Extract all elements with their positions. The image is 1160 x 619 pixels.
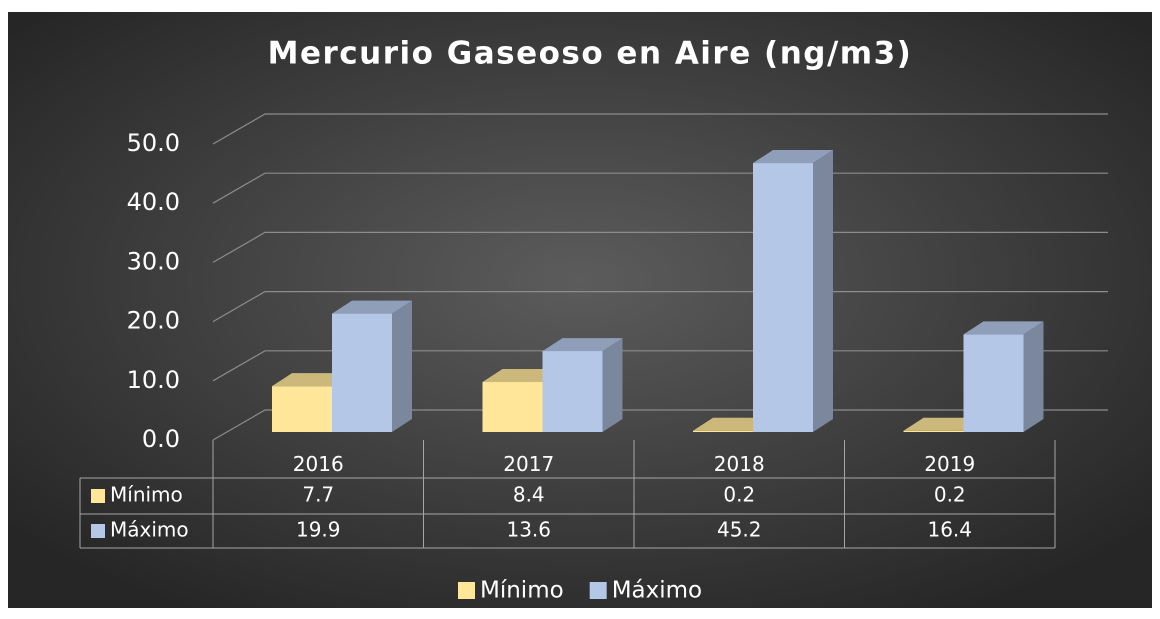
- chart-background: [8, 12, 1152, 608]
- bar-side: [392, 300, 412, 432]
- bar-side: [813, 150, 833, 432]
- y-tick-label: 10.0: [127, 366, 180, 394]
- table-row-label: Mínimo: [110, 483, 183, 507]
- bar: [332, 313, 392, 432]
- bar: [903, 430, 964, 432]
- table-value: 16.4: [927, 518, 972, 542]
- y-tick-label: 0.0: [142, 425, 180, 453]
- legend-key: [589, 582, 607, 599]
- y-tick-label: 50.0: [127, 129, 180, 157]
- bar: [272, 386, 332, 432]
- table-value: 13.6: [506, 518, 551, 542]
- y-tick-label: 40.0: [127, 188, 180, 216]
- chart-title: Mercurio Gaseoso en Aire (ng/m3): [268, 36, 913, 72]
- legend-label: Mínimo: [480, 578, 564, 604]
- bar-top: [332, 300, 412, 314]
- legend-key: [458, 582, 475, 599]
- x-tick-label: 2018: [714, 452, 765, 476]
- bar: [542, 351, 603, 432]
- table-row-label: Máximo: [110, 518, 189, 542]
- legend-label: Máximo: [612, 578, 702, 604]
- x-tick-label: 2017: [503, 452, 554, 476]
- table-legend-key: [91, 489, 105, 503]
- x-tick-label: 2019: [924, 452, 975, 476]
- table-value: 7.7: [302, 483, 334, 507]
- bar-top: [753, 150, 833, 164]
- y-tick-label: 20.0: [127, 307, 180, 335]
- bar: [693, 430, 753, 432]
- table-value: 45.2: [717, 518, 762, 542]
- table-legend-key: [91, 524, 105, 538]
- table-value: 0.2: [934, 483, 966, 507]
- bar-side: [602, 338, 623, 432]
- bar: [753, 163, 813, 432]
- y-tick-label: 30.0: [127, 247, 180, 275]
- table-value: 19.9: [296, 518, 341, 542]
- bar-top: [963, 321, 1044, 335]
- bar-side: [1023, 321, 1044, 432]
- x-tick-label: 2016: [293, 452, 344, 476]
- bar: [482, 382, 543, 432]
- bar-top: [542, 338, 623, 352]
- table-value: 0.2: [723, 483, 755, 507]
- bar: [963, 334, 1024, 432]
- table-value: 8.4: [513, 483, 545, 507]
- grid-line: [212, 113, 1108, 145]
